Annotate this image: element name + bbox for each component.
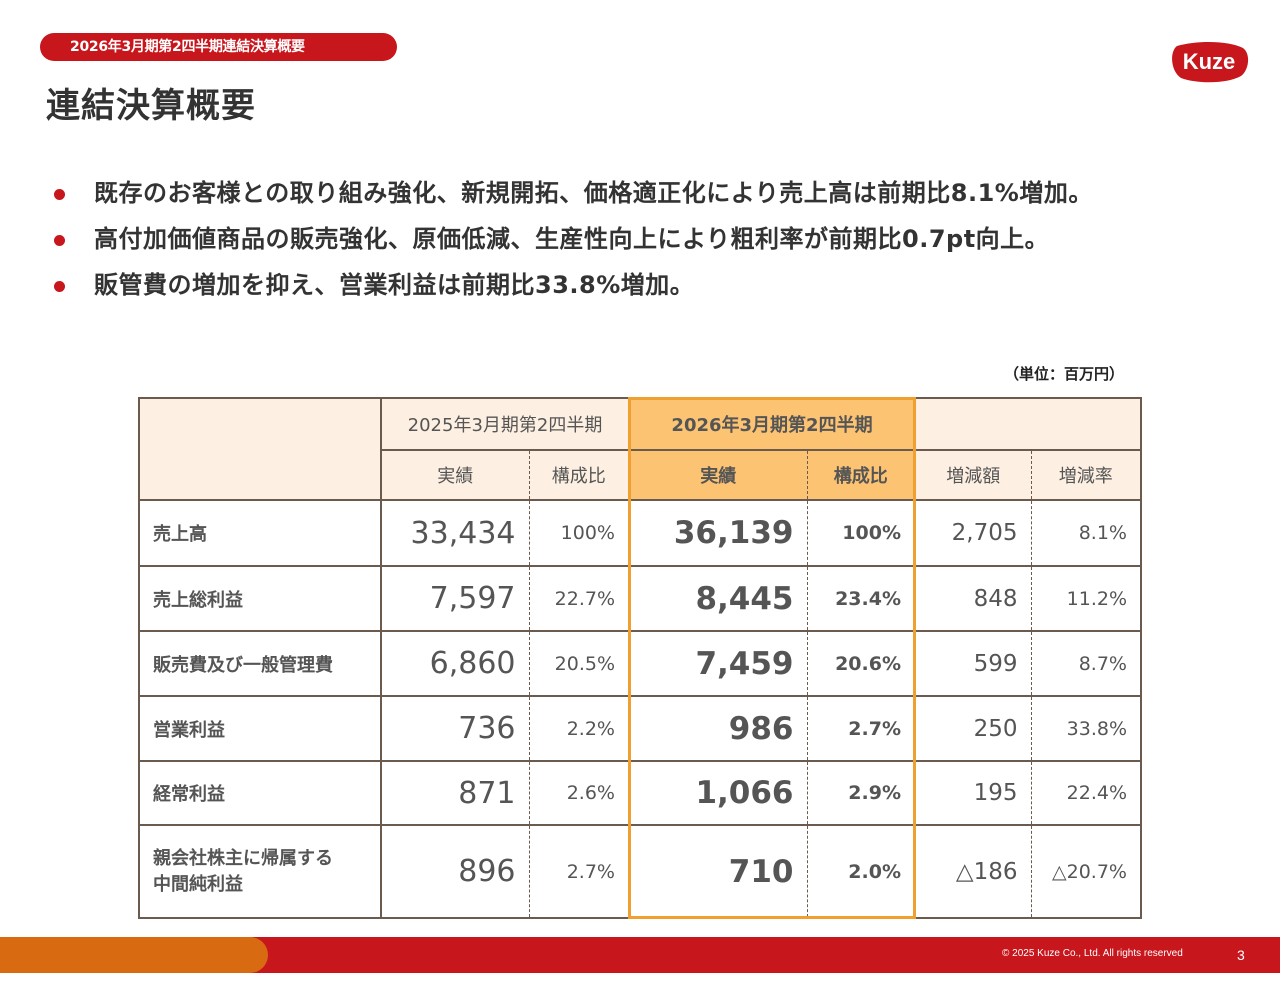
bullet-item: 既存のお客様との取り組み強化、新規開拓、価格適正化により売上高は前期比8.1%増… <box>52 170 1093 216</box>
table-row: 売上総利益 7,597 22.7% 8,445 23.4% 848 11.2% <box>138 565 1142 632</box>
header-prev-actual: 実績 <box>380 449 530 501</box>
kuze-logo: Kuze <box>1172 42 1249 83</box>
curr-actual: 8,445 <box>628 565 808 632</box>
diff-value: 848 <box>914 565 1032 632</box>
prev-ratio: 2.2% <box>528 695 630 762</box>
table-row: 親会社株主に帰属する 中間純利益 896 2.7% 710 2.0% △186 … <box>138 824 1142 919</box>
header-prev-ratio: 構成比 <box>528 449 630 501</box>
summary-bullets: 既存のお客様との取り組み強化、新規開拓、価格適正化により売上高は前期比8.1%増… <box>52 170 1093 308</box>
curr-ratio: 23.4% <box>806 565 916 632</box>
section-tag: 2026年3月期第2四半期連結決算概要 <box>40 33 397 61</box>
curr-ratio: 100% <box>806 499 916 567</box>
header-curr-ratio: 構成比 <box>806 449 916 501</box>
financial-summary-table: 2025年3月期第2四半期 2026年3月期第2四半期 実績 構成比 実績 構成… <box>138 397 1142 919</box>
prev-actual: 871 <box>380 760 530 826</box>
header-change-blank <box>914 397 1142 451</box>
curr-actual: 7,459 <box>628 630 808 697</box>
footer-accent <box>0 937 268 973</box>
svg-text:Kuze: Kuze <box>1183 49 1236 74</box>
header-rate: 増減率 <box>1030 449 1142 501</box>
row-label: 売上総利益 <box>138 565 382 632</box>
header-blank <box>138 397 382 501</box>
diff-value: 599 <box>914 630 1032 697</box>
diff-rate: 22.4% <box>1030 760 1142 826</box>
row-label: 売上高 <box>138 499 382 567</box>
curr-actual: 986 <box>628 695 808 762</box>
curr-actual: 710 <box>628 824 808 919</box>
curr-ratio: 2.0% <box>806 824 916 919</box>
copyright: © 2025 Kuze Co., Ltd. All rights reserve… <box>1002 948 1183 959</box>
table-row: 経常利益 871 2.6% 1,066 2.9% 195 22.4% <box>138 760 1142 826</box>
diff-value: 250 <box>914 695 1032 762</box>
page-number: 3 <box>1237 947 1245 963</box>
diff-value: 2,705 <box>914 499 1032 567</box>
prev-ratio: 100% <box>528 499 630 567</box>
row-label: 経常利益 <box>138 760 382 826</box>
unit-label: （単位：百万円） <box>1004 365 1125 383</box>
bullet-item: 高付加価値商品の販売強化、原価低減、生産性向上により粗利率が前期比0.7pt向上… <box>52 216 1093 262</box>
prev-ratio: 2.7% <box>528 824 630 919</box>
table-row: 販売費及び一般管理費 6,860 20.5% 7,459 20.6% 599 8… <box>138 630 1142 697</box>
diff-value: △186 <box>914 824 1032 919</box>
bullet-dot-icon <box>54 189 65 200</box>
bullet-dot-icon <box>54 235 65 246</box>
curr-actual: 36,139 <box>628 499 808 567</box>
prev-actual: 6,860 <box>380 630 530 697</box>
row-label: 販売費及び一般管理費 <box>138 630 382 697</box>
diff-rate: 8.1% <box>1030 499 1142 567</box>
curr-ratio: 2.7% <box>806 695 916 762</box>
bullet-item: 販管費の増加を抑え、営業利益は前期比33.8%増加。 <box>52 262 1093 308</box>
prev-ratio: 22.7% <box>528 565 630 632</box>
diff-value: 195 <box>914 760 1032 826</box>
header-period-prev: 2025年3月期第2四半期 <box>380 397 630 451</box>
row-label: 親会社株主に帰属する 中間純利益 <box>138 824 382 919</box>
bullet-dot-icon <box>54 281 65 292</box>
prev-ratio: 2.6% <box>528 760 630 826</box>
table-row: 売上高 33,434 100% 36,139 100% 2,705 8.1% <box>138 499 1142 567</box>
prev-actual: 896 <box>380 824 530 919</box>
header-period-curr: 2026年3月期第2四半期 <box>628 397 916 451</box>
diff-rate: 33.8% <box>1030 695 1142 762</box>
row-label: 営業利益 <box>138 695 382 762</box>
diff-rate: △20.7% <box>1030 824 1142 919</box>
prev-actual: 7,597 <box>380 565 530 632</box>
diff-rate: 8.7% <box>1030 630 1142 697</box>
diff-rate: 11.2% <box>1030 565 1142 632</box>
curr-actual: 1,066 <box>628 760 808 826</box>
page-title: 連結決算概要 <box>46 86 256 126</box>
prev-ratio: 20.5% <box>528 630 630 697</box>
header-curr-actual: 実績 <box>628 449 808 501</box>
table-row: 営業利益 736 2.2% 986 2.7% 250 33.8% <box>138 695 1142 762</box>
curr-ratio: 20.6% <box>806 630 916 697</box>
prev-actual: 736 <box>380 695 530 762</box>
curr-ratio: 2.9% <box>806 760 916 826</box>
header-diff: 増減額 <box>914 449 1032 501</box>
prev-actual: 33,434 <box>380 499 530 567</box>
